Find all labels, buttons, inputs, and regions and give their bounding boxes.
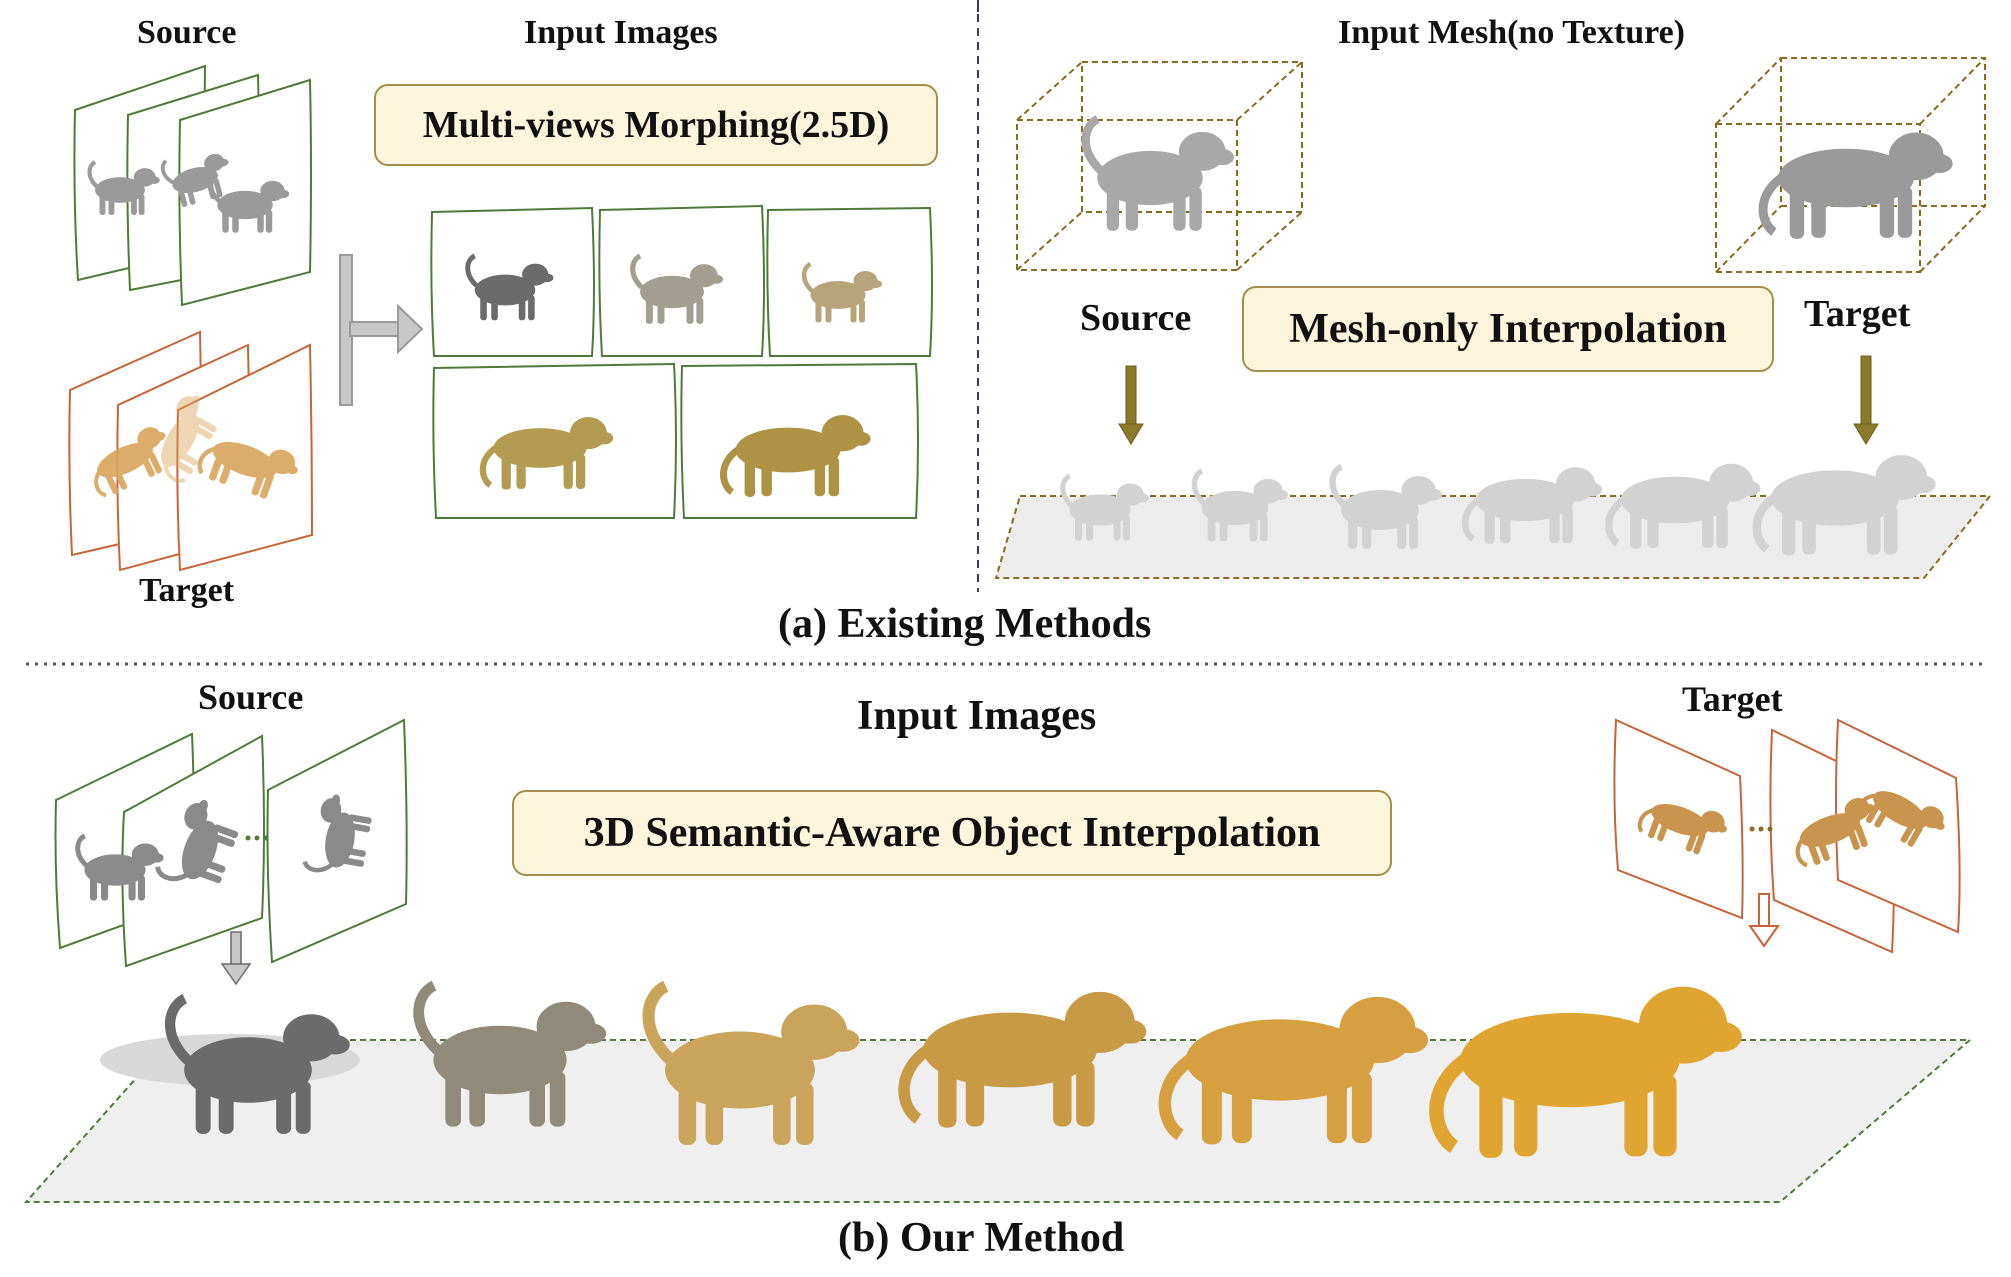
source-down-arrow: [220, 931, 252, 986]
our-method-caption: (b) Our Method: [838, 1215, 1125, 1261]
top-source-label: Source: [137, 14, 237, 51]
source-mesh-dog: [1086, 119, 1234, 230]
target-mesh-cat: [1763, 133, 1952, 238]
existing-methods-caption: (a) Existing Methods: [778, 601, 1152, 647]
mesh-down-arrows: [1118, 355, 1879, 445]
bottom-source-label: Source: [198, 677, 304, 717]
mesh-source-label: Source: [1080, 297, 1192, 339]
source-ellipsis: [245, 835, 269, 841]
bottom-target-label: Target: [1682, 679, 1783, 719]
mesh-only-interpolation-box: Mesh-only Interpolation: [1242, 286, 1774, 372]
target-down-arrow: [1748, 893, 1780, 948]
bracket-arrow: [339, 254, 424, 406]
top-target-label: Target: [139, 572, 235, 609]
our-method-sequence: [100, 986, 1741, 1158]
mesh-target-label: Target: [1804, 293, 1911, 335]
top-input-images-label: Input Images: [524, 14, 718, 51]
input-mesh-label: Input Mesh(no Texture): [1338, 14, 1685, 51]
multi-views-morphing-box: Multi-views Morphing(2.5D): [374, 84, 938, 166]
target-ellipsis: [1749, 826, 1773, 832]
semantic-aware-interpolation-box: 3D Semantic-Aware Object Interpolation: [512, 790, 1392, 876]
bottom-input-images-label: Input Images: [857, 693, 1097, 739]
